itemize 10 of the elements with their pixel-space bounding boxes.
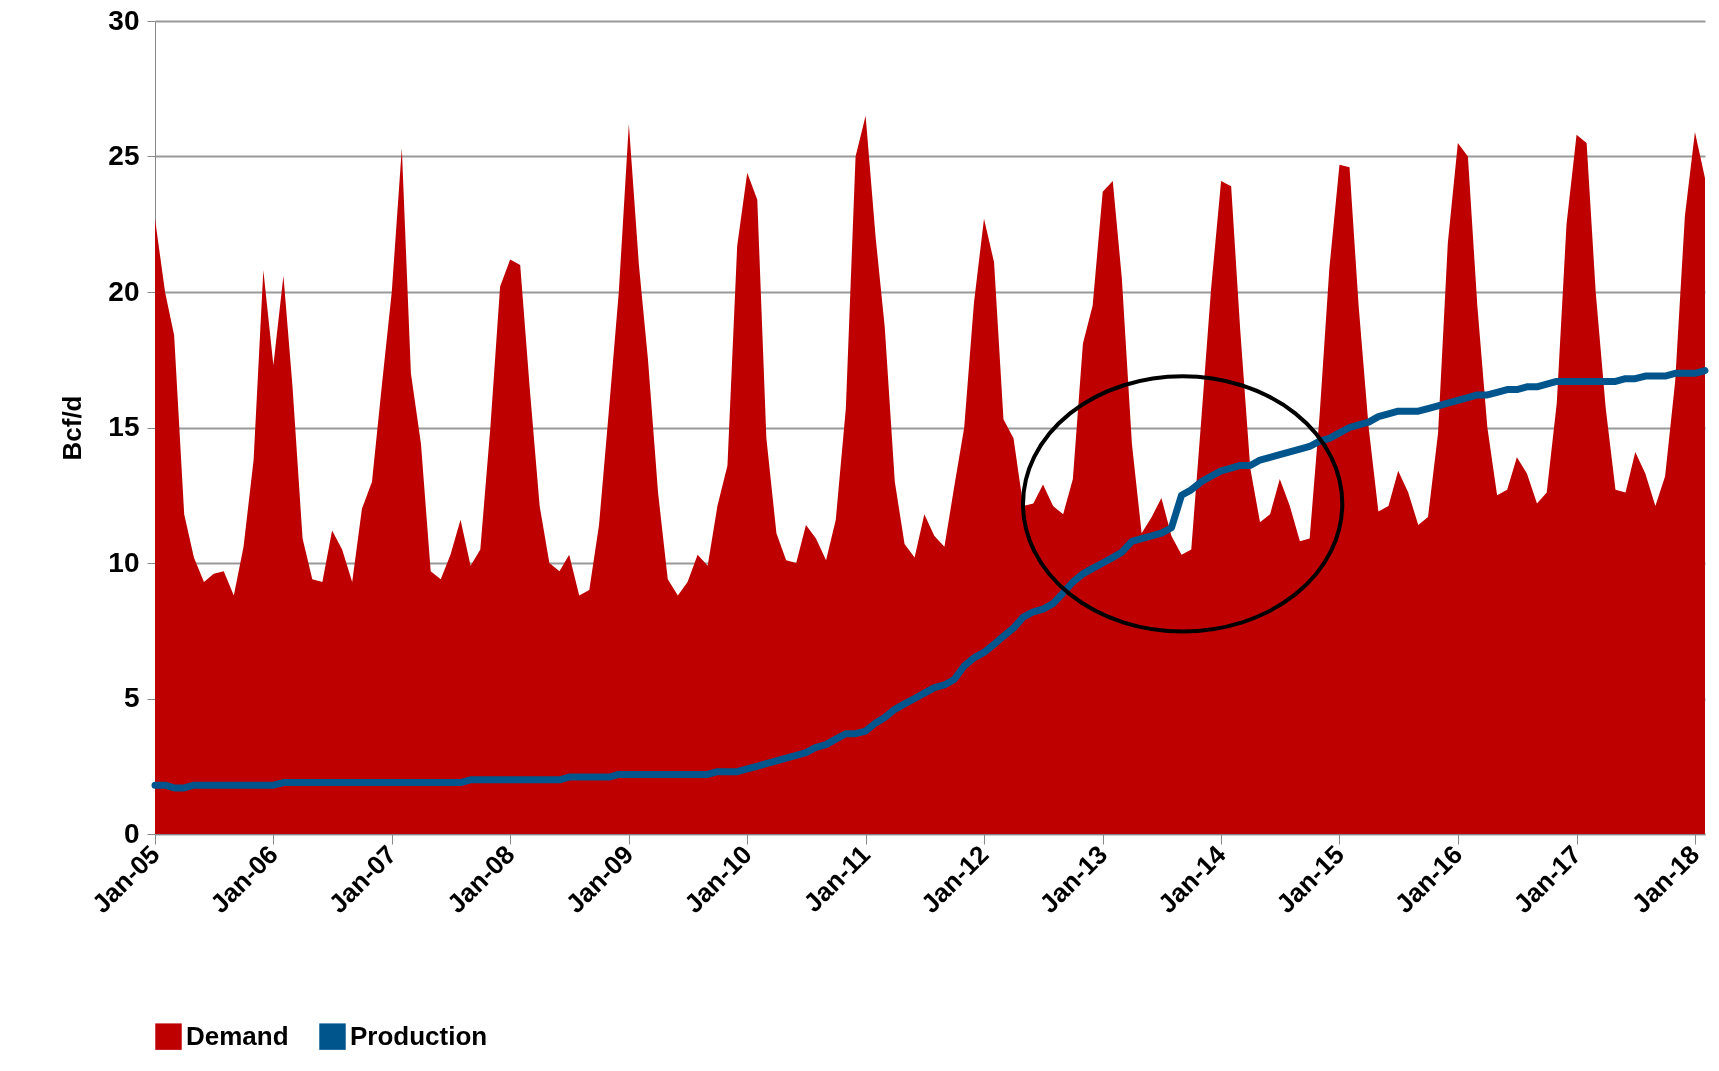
legend-label: Demand (186, 1020, 289, 1051)
y-axis-title: Bcf/d (57, 395, 88, 461)
y-tick-label: 20 (108, 275, 140, 307)
y-tick-label: 10 (108, 546, 140, 578)
y-tick-label: 30 (108, 4, 140, 36)
y-tick-label: 15 (108, 411, 140, 442)
y-tick-label: 5 (123, 682, 140, 713)
y-tick-label: 0 (123, 817, 140, 849)
y-tick-label: 25 (108, 140, 140, 171)
legend-label: Production (350, 1020, 488, 1051)
